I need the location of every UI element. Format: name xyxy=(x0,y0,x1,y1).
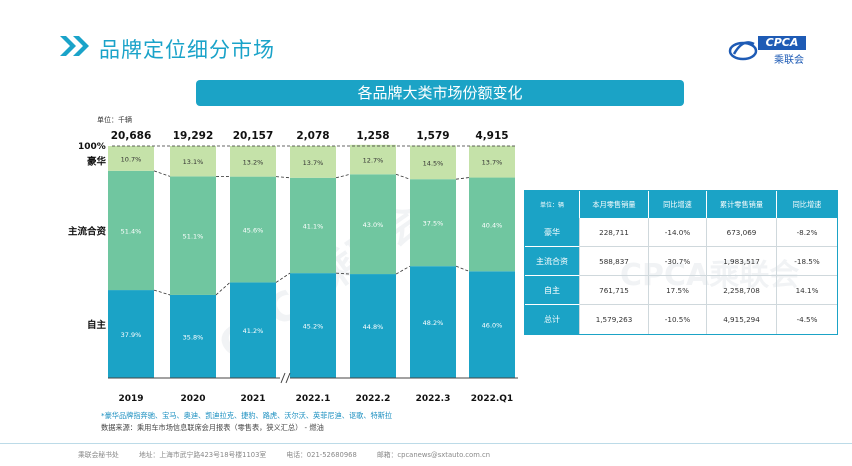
table-cell: 4,915,294 xyxy=(707,305,777,334)
total-label: 20,686 xyxy=(111,130,152,142)
data-source-note: 数据来源：乘用车市场信息联席会月报表（零售表，狭义汇总） - 燃油 xyxy=(101,422,392,434)
axis-break-mark xyxy=(281,373,285,383)
table-row: 豪华 228,711 -14.0% 673,069 -8.2% xyxy=(525,218,837,247)
table-cell: 673,069 xyxy=(707,218,777,247)
table-cell: 1,579,263 xyxy=(580,305,649,334)
data-label: 45.6% xyxy=(243,227,264,235)
axis-break-mark xyxy=(286,373,290,383)
table-row-label: 总计 xyxy=(525,305,580,334)
connector-line xyxy=(396,266,410,274)
data-label: 13.7% xyxy=(482,159,503,167)
connector-line xyxy=(154,171,170,177)
data-label: 41.2% xyxy=(243,327,264,335)
connector-line xyxy=(276,273,290,282)
category-tick-label: 2022.1 xyxy=(296,394,331,404)
table-row-label: 自主 xyxy=(525,276,580,305)
table-row: 总计 1,579,263 -10.5% 4,915,294 -4.5% xyxy=(525,305,837,334)
category-tick-label: 2022.2 xyxy=(356,394,391,404)
y-top-label: 100% xyxy=(78,142,106,152)
series-label: 主流合资 xyxy=(68,225,107,237)
data-label: 45.2% xyxy=(303,323,324,331)
table-cell: 17.5% xyxy=(649,276,707,305)
series-label: 自主 xyxy=(87,319,107,331)
category-tick-label: 2022.Q1 xyxy=(471,394,513,404)
connector-line xyxy=(456,178,469,180)
data-label: 43.0% xyxy=(363,221,384,229)
table-row-label: 主流合资 xyxy=(525,247,580,276)
table-header-cell: 本月零售销量 xyxy=(580,191,649,218)
table-cell: 588,837 xyxy=(580,247,649,276)
data-label: 44.8% xyxy=(363,323,384,331)
connector-line xyxy=(216,282,230,295)
connector-line xyxy=(336,174,350,177)
table-cell: -10.5% xyxy=(649,305,707,334)
connector-line xyxy=(336,273,350,274)
data-label: 41.1% xyxy=(303,222,324,230)
data-label: 37.5% xyxy=(423,220,444,228)
table-row: 主流合资 588,837 -30.7% 1,983,517 -18.5% xyxy=(525,247,837,276)
data-label: 13.1% xyxy=(183,158,204,166)
footer-org: 乘联会秘书处 xyxy=(78,451,119,459)
table-cell: 228,711 xyxy=(580,218,649,247)
table-row-label: 豪华 xyxy=(525,218,580,247)
total-label: 1,258 xyxy=(356,130,389,142)
table-cell: 14.1% xyxy=(777,276,837,305)
data-label: 46.0% xyxy=(482,322,503,330)
total-label: 19,292 xyxy=(173,130,214,142)
data-label: 51.1% xyxy=(183,233,204,241)
table-cell: -14.0% xyxy=(649,218,707,247)
table-header-cell: 同比增速 xyxy=(777,191,837,218)
data-label: 14.5% xyxy=(423,159,444,167)
table-cell: 2,258,708 xyxy=(707,276,777,305)
total-label: 1,579 xyxy=(416,130,449,142)
category-tick-label: 2020 xyxy=(180,394,205,404)
data-label: 37.9% xyxy=(121,331,142,339)
total-label: 20,157 xyxy=(233,130,274,142)
category-tick-label: 2019 xyxy=(118,394,143,404)
category-tick-label: 2021 xyxy=(240,394,265,404)
table-header-cell: 累计零售销量 xyxy=(707,191,777,218)
total-label: 2,078 xyxy=(296,130,329,142)
footer-phone: 电话：021-52680968 xyxy=(286,451,356,459)
table-row: 自主 761,715 17.5% 2,258,708 14.1% xyxy=(525,276,837,305)
data-label: 13.2% xyxy=(243,158,264,166)
footer: 乘联会秘书处 地址：上海市武宁路423号18号楼1103室 电话：021-526… xyxy=(78,449,508,459)
table-cell: -30.7% xyxy=(649,247,707,276)
connector-line xyxy=(276,177,290,178)
data-label: 40.4% xyxy=(482,221,503,229)
connector-line xyxy=(396,174,410,179)
table-header-row: 单位：辆 本月零售销量 同比增速 累计零售销量 同比增速 xyxy=(525,191,837,218)
total-label: 4,915 xyxy=(475,130,508,142)
table-cell: -18.5% xyxy=(777,247,837,276)
table-cell: -8.2% xyxy=(777,218,837,247)
table-cell: 1,983,517 xyxy=(707,247,777,276)
sales-table: 单位：辆 本月零售销量 同比增速 累计零售销量 同比增速 豪华 228,711 … xyxy=(524,190,838,335)
table-cell: 761,715 xyxy=(580,276,649,305)
data-label: 10.7% xyxy=(121,155,142,163)
connector-line xyxy=(456,266,469,271)
footer-address: 地址：上海市武宁路423号18号楼1103室 xyxy=(139,451,266,459)
data-label: 13.7% xyxy=(303,159,324,167)
data-label: 48.2% xyxy=(423,319,444,327)
table-header-cell: 单位：辆 xyxy=(525,191,580,218)
connector-line xyxy=(154,290,170,295)
chart-notes: *豪华品牌指奔驰、宝马、奥迪、凯迪拉克、捷豹、路虎、沃尔沃、英菲尼迪、讴歌、特斯… xyxy=(101,410,392,434)
data-label: 12.7% xyxy=(363,157,384,165)
luxury-brand-note: *豪华品牌指奔驰、宝马、奥迪、凯迪拉克、捷豹、路虎、沃尔沃、英菲尼迪、讴歌、特斯… xyxy=(101,410,392,422)
data-label: 51.4% xyxy=(121,227,142,235)
category-tick-label: 2022.3 xyxy=(416,394,451,404)
table-cell: -4.5% xyxy=(777,305,837,334)
footer-email: 邮箱：cpcanews@sxtauto.com.cn xyxy=(377,451,490,459)
series-label: 豪华 xyxy=(87,155,107,167)
data-label: 35.8% xyxy=(183,333,204,341)
table-header-cell: 同比增速 xyxy=(649,191,707,218)
